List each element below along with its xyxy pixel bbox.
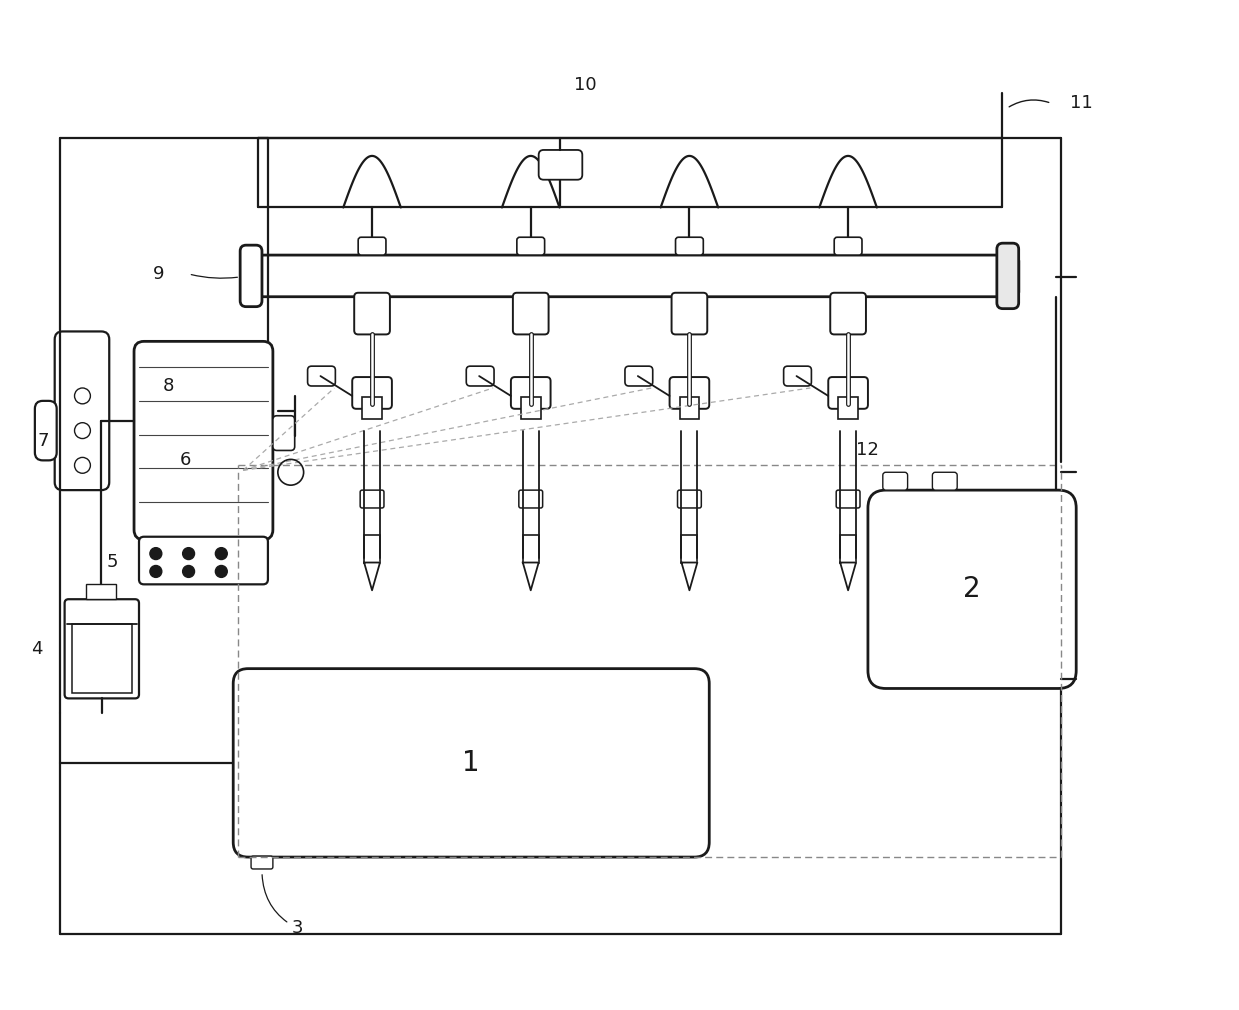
Polygon shape [840,563,856,590]
Bar [72,624,133,694]
Bar [838,397,859,419]
FancyBboxPatch shape [35,401,57,461]
FancyBboxPatch shape [352,377,392,409]
Bar [679,397,699,419]
FancyBboxPatch shape [510,377,550,409]
FancyBboxPatch shape [519,490,543,508]
FancyBboxPatch shape [233,669,709,857]
Circle shape [150,566,162,578]
Bar [840,534,856,563]
Text: 10: 10 [574,77,597,95]
Bar [364,534,380,563]
Text: 12: 12 [856,441,880,460]
FancyBboxPatch shape [834,237,862,256]
FancyBboxPatch shape [678,490,701,508]
Text: 11: 11 [1069,94,1093,112]
FancyBboxPatch shape [513,293,549,334]
FancyBboxPatch shape [55,331,109,490]
FancyBboxPatch shape [783,367,812,386]
FancyBboxPatch shape [836,490,860,508]
FancyBboxPatch shape [240,245,261,307]
FancyBboxPatch shape [669,377,709,409]
Circle shape [216,547,227,560]
FancyBboxPatch shape [830,293,866,334]
Polygon shape [523,563,539,590]
Text: 1: 1 [462,748,479,777]
Bar [681,534,698,563]
Bar [520,397,540,419]
FancyBboxPatch shape [307,367,336,386]
FancyBboxPatch shape [139,536,268,585]
FancyBboxPatch shape [869,490,1077,689]
Circle shape [182,547,195,560]
Polygon shape [364,563,380,590]
Polygon shape [681,563,698,590]
FancyBboxPatch shape [64,599,139,698]
Text: 8: 8 [164,377,175,395]
Text: 9: 9 [154,265,165,283]
Text: 5: 5 [107,552,118,571]
FancyBboxPatch shape [273,416,295,450]
Circle shape [182,566,195,578]
FancyBboxPatch shape [517,237,545,256]
Text: 3: 3 [263,875,304,937]
FancyBboxPatch shape [828,377,869,409]
Bar [87,585,116,599]
FancyBboxPatch shape [539,149,582,180]
FancyBboxPatch shape [466,367,494,386]
FancyBboxPatch shape [672,293,707,334]
FancyBboxPatch shape [624,367,653,386]
FancyBboxPatch shape [252,856,273,869]
FancyBboxPatch shape [997,243,1018,309]
Text: 4: 4 [31,639,42,658]
Bar [523,534,539,563]
FancyBboxPatch shape [258,256,1002,297]
FancyBboxPatch shape [933,473,958,490]
Text: 6: 6 [180,451,191,470]
FancyBboxPatch shape [354,293,390,334]
Circle shape [216,566,227,578]
Text: 2: 2 [963,576,981,603]
FancyBboxPatch shape [358,237,385,256]
FancyBboxPatch shape [675,237,704,256]
FancyBboxPatch shape [361,490,384,508]
FancyBboxPatch shape [134,341,273,539]
FancyBboxPatch shape [883,473,908,490]
Circle shape [150,547,162,560]
Bar [362,397,382,419]
Text: 7: 7 [37,431,48,449]
